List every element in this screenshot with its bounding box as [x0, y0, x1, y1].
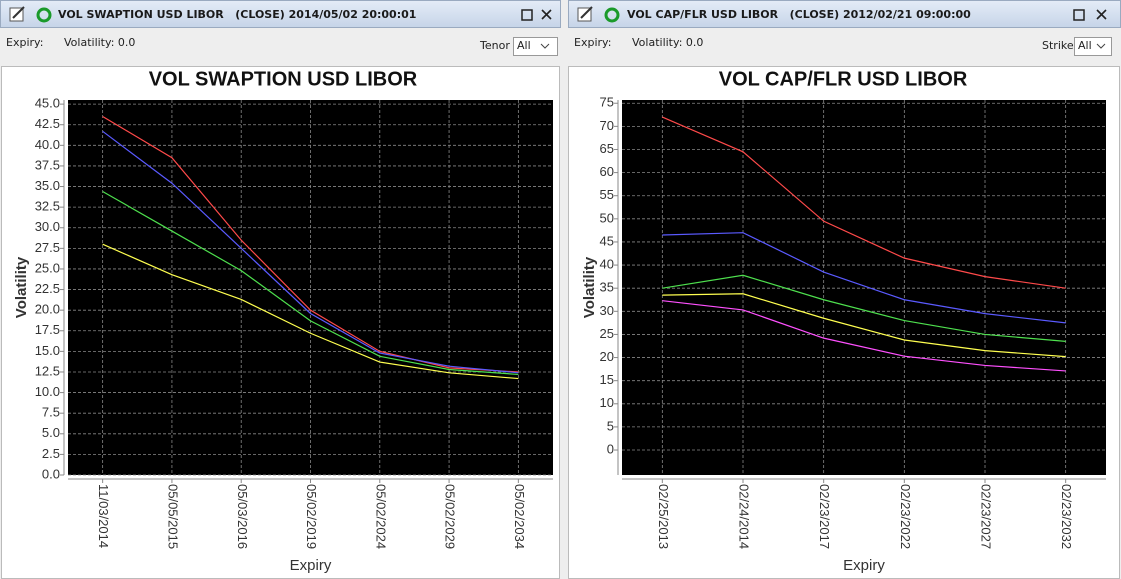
series-line	[102, 115, 519, 373]
expiry-label: Expiry:	[574, 36, 611, 49]
x-tick-label: 02/25/2013	[656, 484, 671, 549]
y-tick-label: 7.5	[42, 405, 60, 420]
filter-select[interactable]	[513, 37, 558, 56]
y-tick-label: 40	[600, 257, 614, 272]
y-tick-label: 20	[600, 349, 614, 364]
x-tick-label: 02/23/2017	[817, 484, 832, 549]
x-axis-label: Expiry	[290, 557, 332, 574]
y-tick-label: 12.5	[35, 363, 60, 378]
y-tick-label: 20.0	[35, 302, 60, 317]
y-tick-label: 22.5	[35, 281, 60, 296]
y-tick-label: 45.0	[35, 96, 60, 111]
filter-select[interactable]	[1074, 37, 1112, 56]
x-tick-label: 02/23/2032	[1059, 484, 1074, 549]
y-tick-label: 5.0	[42, 425, 60, 440]
y-tick-label: 60	[600, 164, 614, 179]
y-tick-label: 30	[600, 303, 614, 318]
y-tick-label: 0	[607, 441, 614, 456]
x-tick-label: 02/24/2014	[737, 484, 752, 549]
x-tick-label: 05/02/2034	[512, 484, 527, 549]
x-tick-label: 05/02/2029	[443, 484, 458, 549]
series-line	[102, 190, 519, 376]
y-tick-label: 35	[600, 280, 614, 295]
series-line	[662, 293, 1066, 358]
x-tick-label: 05/03/2016	[235, 484, 250, 549]
y-tick-label: 25	[600, 326, 614, 341]
y-tick-label: 27.5	[35, 240, 60, 255]
x-tick-label: 05/05/2015	[165, 484, 180, 549]
maximize-button[interactable]	[1073, 9, 1085, 21]
series-line	[102, 243, 519, 380]
y-tick-label: 5	[607, 418, 614, 433]
y-tick-label: 15	[600, 372, 614, 387]
y-tick-label: 25.0	[35, 260, 60, 275]
y-tick-label: 10	[600, 395, 614, 410]
y-tick-label: 0.0	[42, 466, 60, 481]
chart-title: VOL CAP/FLR USD LIBOR	[719, 68, 968, 90]
plot-area	[622, 100, 1106, 475]
refresh-icon[interactable]	[36, 7, 52, 23]
series-line	[662, 232, 1066, 324]
close-button[interactable]	[1096, 9, 1107, 20]
series-line	[662, 300, 1066, 372]
series-line	[662, 274, 1066, 342]
y-tick-label: 40.0	[35, 137, 60, 152]
y-axis-label: Volatility	[581, 256, 598, 318]
series-line	[662, 116, 1066, 289]
edit-icon[interactable]	[9, 6, 25, 22]
refresh-icon[interactable]	[604, 7, 620, 23]
y-tick-label: 30.0	[35, 219, 60, 234]
title-bar	[568, 0, 1121, 28]
expiry-label: Expiry:	[6, 36, 43, 49]
y-tick-label: 55	[600, 187, 614, 202]
y-tick-label: 45	[600, 233, 614, 248]
x-tick-label: 05/02/2024	[373, 484, 388, 549]
title-bar	[0, 0, 561, 28]
y-tick-label: 10.0	[35, 384, 60, 399]
y-tick-label: 2.5	[42, 446, 60, 461]
filter-label: Strike	[1042, 39, 1074, 52]
y-axis-label: Volatility	[13, 256, 30, 318]
chart-title: VOL SWAPTION USD LIBOR	[149, 68, 418, 90]
close-button[interactable]	[541, 9, 552, 20]
y-tick-label: 42.5	[35, 116, 60, 131]
x-tick-label: 02/23/2022	[898, 484, 913, 549]
filter-value: All	[517, 39, 531, 52]
volatility-label: Volatility: 0.0	[64, 36, 135, 49]
y-tick-label: 70	[600, 118, 614, 133]
x-tick-label: 02/23/2027	[979, 484, 994, 549]
x-tick-label: 11/03/2014	[96, 484, 111, 548]
volatility-label: Volatility: 0.0	[632, 36, 703, 49]
y-tick-label: 65	[600, 141, 614, 156]
y-tick-label: 75	[600, 95, 614, 110]
edit-icon[interactable]	[577, 6, 593, 22]
filter-label: Tenor	[479, 39, 510, 52]
maximize-button[interactable]	[521, 9, 533, 21]
x-axis-label: Expiry	[843, 557, 885, 574]
y-tick-label: 50	[600, 210, 614, 225]
series-line	[102, 130, 519, 374]
filter-value: All	[1078, 39, 1092, 52]
x-tick-label: 05/02/2019	[304, 484, 319, 549]
y-tick-label: 37.5	[35, 157, 60, 172]
y-tick-label: 32.5	[35, 199, 60, 214]
window-title: VOL SWAPTION USD LIBOR (CLOSE) 2014/05/0…	[58, 8, 416, 21]
y-tick-label: 35.0	[35, 178, 60, 193]
y-tick-label: 15.0	[35, 343, 60, 358]
window-title: VOL CAP/FLR USD LIBOR (CLOSE) 2012/02/21…	[627, 8, 971, 21]
y-tick-label: 17.5	[35, 322, 60, 337]
